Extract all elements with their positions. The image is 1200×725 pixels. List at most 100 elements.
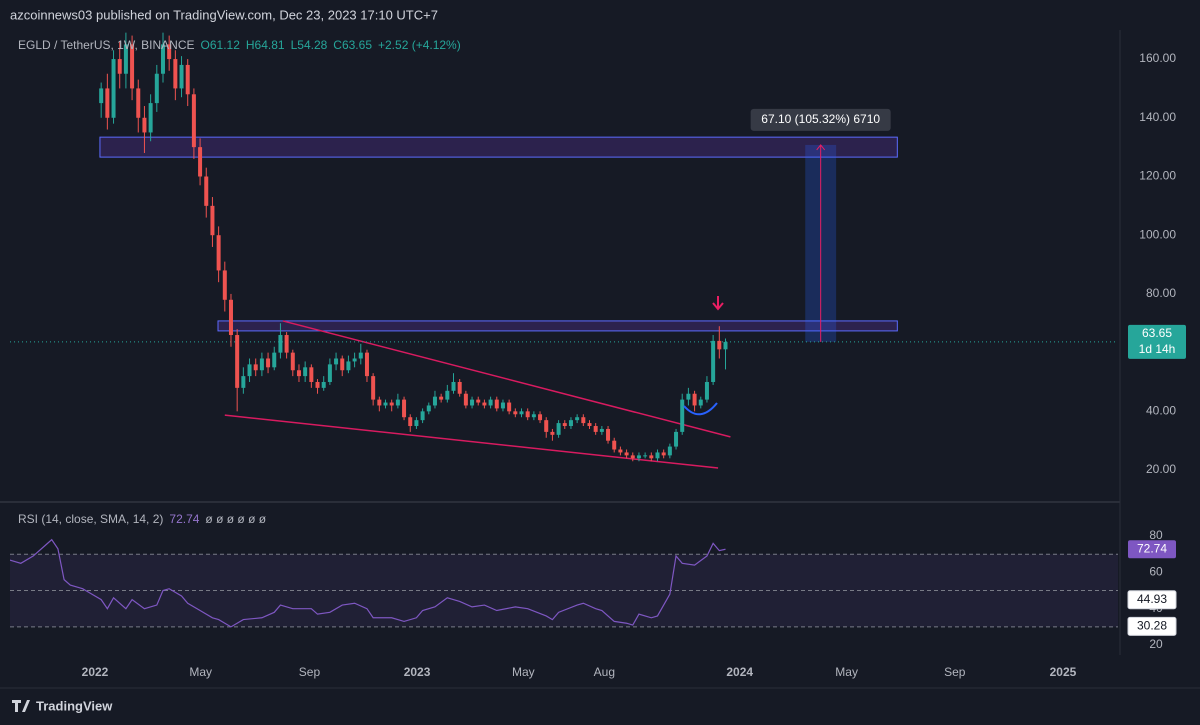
candle-body [439, 396, 444, 400]
candle-body [315, 381, 320, 388]
candle-body [154, 73, 159, 104]
cup-arc [683, 402, 718, 416]
candle-body [340, 358, 345, 371]
candle-body [179, 64, 184, 89]
candle-body [327, 364, 332, 382]
candle-body [686, 393, 691, 400]
candle-body [457, 381, 462, 394]
y-tick-label: 40.00 [1146, 404, 1176, 418]
candle-body [568, 420, 573, 427]
legend-value: O61.12 [201, 38, 241, 52]
candle-body [148, 103, 153, 133]
candle-body [241, 376, 246, 388]
candle-body [482, 402, 487, 406]
trendline [224, 414, 719, 469]
candle-body [408, 417, 413, 427]
y-tick-label: 120.00 [1139, 169, 1176, 183]
candle-body [352, 358, 357, 362]
candle-body [130, 44, 135, 89]
candle-body [414, 420, 419, 427]
candle-body [636, 455, 641, 459]
candle-body [451, 381, 456, 391]
rsi-value: 72.74 [169, 512, 199, 526]
candle-body [377, 399, 382, 406]
candle-body [624, 452, 629, 456]
price-pane [10, 32, 1118, 469]
candle-body [550, 431, 555, 435]
x-tick-label: 2022 [82, 665, 109, 679]
logo [12, 700, 30, 712]
candle-body [389, 402, 394, 406]
candle-body [562, 423, 567, 427]
candle-body [296, 370, 301, 377]
candle-body [661, 452, 666, 456]
rsi-title: RSI (14, close, SMA, 14, 2) [18, 512, 163, 526]
candle-body [711, 340, 716, 382]
candle-body [259, 358, 264, 371]
candle-body [253, 364, 258, 371]
candle-body [395, 399, 400, 406]
candle-body [111, 59, 116, 118]
candle-body [606, 428, 611, 441]
candle-body [420, 411, 425, 421]
candle-body [303, 367, 308, 377]
footer: TradingView [36, 698, 113, 713]
rsi-tick-label: 60 [1149, 565, 1163, 579]
price-tag: 63.65 1d 14h [1128, 324, 1186, 359]
candle-body [643, 455, 648, 457]
x-tick-label: Sep [944, 665, 966, 679]
candle-body [383, 402, 388, 406]
candle-body [698, 399, 703, 406]
legend-value: C63.65 [333, 38, 372, 52]
y-tick-label: 140.00 [1139, 110, 1176, 124]
candle-body [210, 205, 215, 236]
candle-body [525, 411, 530, 418]
candle-body [599, 428, 604, 432]
candle-body [519, 411, 524, 415]
candle-body [278, 335, 283, 353]
candle-body [216, 235, 221, 271]
candle-body [173, 59, 178, 89]
measure-label-text: 67.10 (105.32%) 6710 [761, 112, 880, 126]
rsi-tag: 44.93 [1137, 592, 1167, 606]
candle-body [247, 364, 252, 377]
candle-body [117, 59, 122, 74]
price-tag-value: 63.65 [1142, 326, 1172, 340]
candle-body [538, 414, 543, 421]
candle-body [334, 358, 339, 365]
candle-body [309, 367, 314, 382]
candle-body [692, 393, 697, 406]
rsi-tag-bg [1128, 540, 1176, 559]
candle-body [222, 270, 227, 300]
rsi-tag: 30.28 [1137, 619, 1167, 633]
candle-body [618, 449, 623, 453]
legend-value: L54.28 [291, 38, 328, 52]
candle-body [500, 402, 505, 409]
symbol-legend: EGLD / TetherUS, 1W, BINANCE O61.12 H64.81… [18, 38, 461, 52]
x-tick-label: May [835, 665, 858, 679]
candle-body [321, 381, 326, 388]
measure-label-bg [750, 108, 891, 131]
candle-body [136, 88, 141, 118]
trendline [282, 320, 731, 438]
candle-body [272, 352, 277, 368]
candle-body [266, 358, 271, 368]
candle-body [290, 352, 295, 371]
candle-body [513, 411, 518, 415]
candle-body [674, 431, 679, 447]
rsi-pane [10, 538, 1118, 628]
candle-body [488, 399, 493, 406]
candle-body [612, 440, 617, 450]
candle-body [185, 64, 190, 95]
legend-value: H64.81 [246, 38, 285, 52]
candle-body [198, 147, 203, 177]
candle-body [445, 390, 450, 400]
price-tag-bg [1128, 324, 1186, 359]
candle-body [581, 417, 586, 424]
candle-body [587, 423, 592, 427]
candle-body [191, 94, 196, 148]
candle-body [649, 455, 654, 459]
